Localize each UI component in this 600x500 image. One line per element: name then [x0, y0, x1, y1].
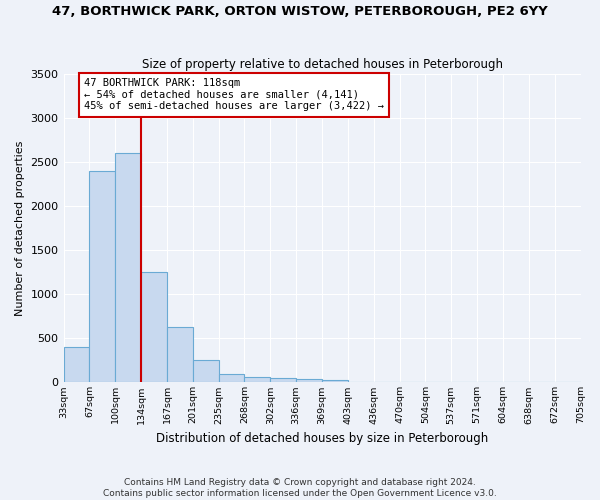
X-axis label: Distribution of detached houses by size in Peterborough: Distribution of detached houses by size …: [156, 432, 488, 445]
Bar: [271, 378, 296, 382]
Y-axis label: Number of detached properties: Number of detached properties: [15, 140, 25, 316]
Bar: [244, 377, 271, 382]
Bar: [218, 374, 244, 382]
Text: Contains HM Land Registry data © Crown copyright and database right 2024.
Contai: Contains HM Land Registry data © Crown c…: [103, 478, 497, 498]
Text: 47 BORTHWICK PARK: 118sqm
← 54% of detached houses are smaller (4,141)
45% of se: 47 BORTHWICK PARK: 118sqm ← 54% of detac…: [84, 78, 384, 112]
Bar: [296, 379, 322, 382]
Bar: [115, 153, 141, 382]
Text: 47, BORTHWICK PARK, ORTON WISTOW, PETERBOROUGH, PE2 6YY: 47, BORTHWICK PARK, ORTON WISTOW, PETERB…: [52, 5, 548, 18]
Bar: [141, 272, 167, 382]
Bar: [167, 327, 193, 382]
Bar: [64, 347, 89, 382]
Bar: [193, 360, 218, 382]
Bar: [89, 170, 115, 382]
Bar: [322, 380, 348, 382]
Title: Size of property relative to detached houses in Peterborough: Size of property relative to detached ho…: [142, 58, 503, 71]
